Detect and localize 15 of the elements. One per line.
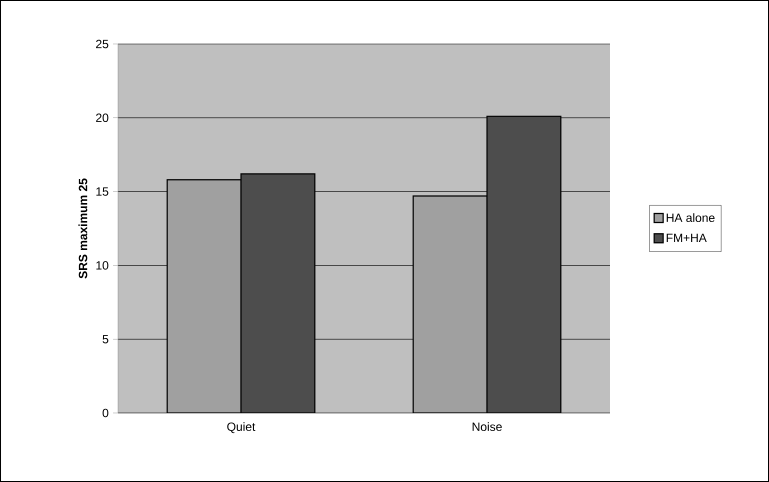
bar [486,116,562,413]
y-tick-label: 0 [102,408,108,418]
bar [166,179,242,413]
x-tick-label: Noise [472,422,502,432]
y-tick-label: 10 [96,261,108,270]
legend-label: FM+HA [666,234,707,242]
bar [412,195,488,413]
bar [240,173,316,413]
x-tick-label: Quiet [227,422,256,434]
y-axis-title: SRS maximum 25 [78,178,88,278]
legend-label: HA alone [666,213,715,222]
y-tick-label: 20 [96,114,108,122]
y-tick-label: 15 [96,187,108,196]
y-tick-label: 25 [96,40,108,48]
y-tick-label: 5 [102,335,108,344]
